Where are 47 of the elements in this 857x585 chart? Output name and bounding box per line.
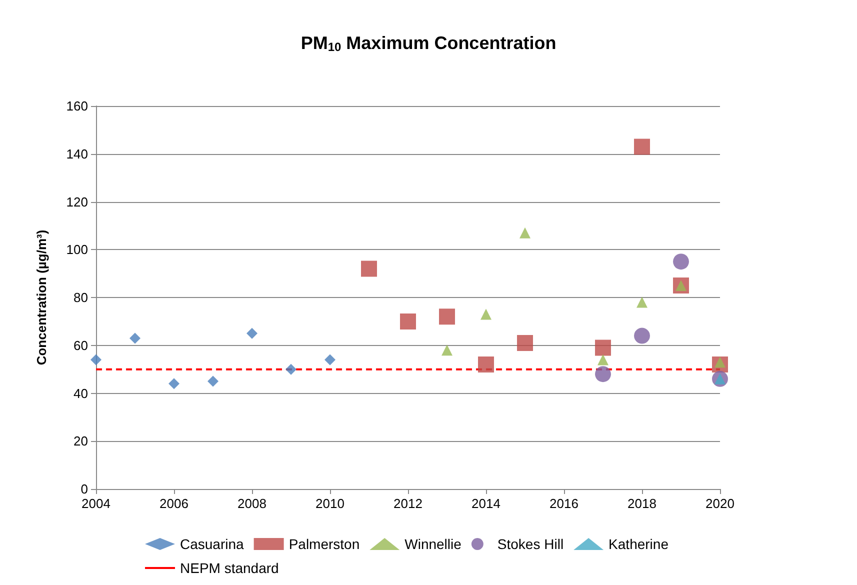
y-tick-label: 160 [66,98,88,114]
point [478,356,494,373]
legend-label: Winnellie [404,536,462,552]
point [634,328,650,344]
x-tick-label: 2014 [472,496,500,511]
point [130,332,140,344]
legend-label: Casuarina [180,536,244,552]
point [286,364,296,375]
point [595,340,611,356]
point [517,334,533,351]
point [634,138,650,155]
x-tick-label: 2008 [238,496,266,511]
y-tick-label: 140 [66,146,88,162]
y-tick-label: 20 [74,434,88,449]
x-tick-label: 2018 [628,496,656,511]
point [90,354,102,366]
point [400,313,416,330]
point [595,366,611,382]
x-tick-label: 2020 [706,496,734,511]
point [361,260,377,277]
legend-label: NEPM standard [180,560,279,576]
y-tick-label: 40 [74,386,88,401]
point [520,227,530,238]
y-tick-label: 60 [74,338,88,353]
y-axis-title: Concentration (µg/m³) [34,230,49,366]
x-tick-label: 2004 [82,496,110,511]
legend-label: Stokes Hill [497,536,564,552]
point [442,344,452,356]
y-tick-label: 120 [66,194,88,210]
point [439,308,455,325]
point [246,328,258,339]
point [208,376,218,387]
legend-label: Palmerston [288,536,360,552]
point [673,254,689,270]
point [324,354,336,366]
y-tick-label: 80 [74,290,88,305]
x-tick-label: 2016 [550,496,578,511]
point [636,296,648,308]
point [480,308,492,320]
y-tick-label: 100 [66,242,88,258]
x-tick-label: 2010 [316,496,344,511]
point [168,378,180,390]
y-tick-label: 0 [80,482,88,496]
legend-label: Katherine [608,536,669,552]
x-tick-label: 2006 [160,496,188,511]
point [598,354,608,366]
x-tick-label: 2012 [394,496,422,511]
